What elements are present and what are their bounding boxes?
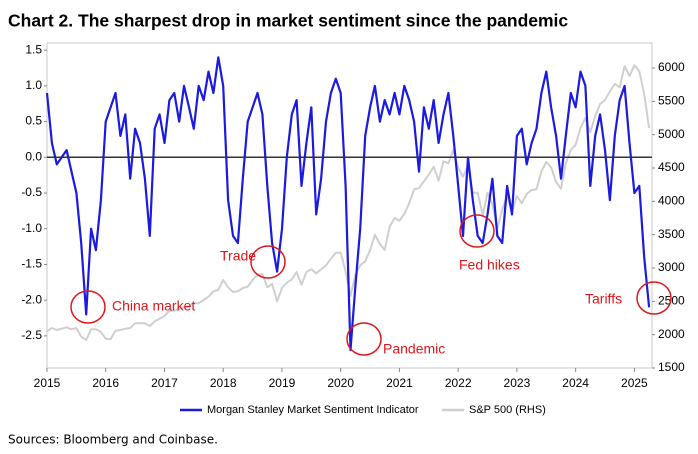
y-tick-label: 1.0 — [25, 78, 42, 92]
x-tick-label: 2020 — [327, 376, 354, 390]
series-line — [45, 56, 651, 352]
y2-tick-label: 1500 — [658, 360, 685, 374]
y2-tick-label: 3000 — [658, 260, 685, 274]
y2-tick-label: 5000 — [658, 127, 685, 141]
x-tick-label: 2015 — [34, 376, 61, 390]
x-tick-label: 2017 — [151, 376, 178, 390]
y2-tick-label: 5500 — [658, 94, 685, 108]
annotation: Trade — [220, 248, 256, 264]
y-tick-label: -1.5 — [21, 257, 42, 271]
legend-label: S&P 500 (RHS) — [469, 404, 546, 416]
y2-tick-label: 4500 — [658, 160, 685, 174]
y-tick-label: -0.5 — [21, 185, 42, 199]
x-tick-label: 2018 — [210, 376, 237, 390]
x-tick-label: 2022 — [445, 376, 472, 390]
annotation: Tariffs — [585, 291, 622, 307]
x-tick-label: 2025 — [621, 376, 648, 390]
y2-tick-label: 4000 — [658, 194, 685, 208]
annotation-circle — [346, 322, 382, 356]
plot-area — [46, 42, 653, 369]
y-tick-label: -1.0 — [21, 221, 42, 235]
y-tick-label: 0.0 — [25, 149, 42, 163]
x-tick-label: 2023 — [504, 376, 531, 390]
x-tick-label: 2019 — [269, 376, 296, 390]
y2-tick-label: 3500 — [658, 227, 685, 241]
annotation-circle — [250, 245, 286, 279]
y-tick-label: 0.5 — [25, 114, 42, 128]
annotation: China market — [112, 298, 195, 314]
chart-title: Chart 2. The sharpest drop in market sen… — [8, 11, 568, 31]
annotation: Fed hikes — [459, 257, 520, 273]
x-tick-label: 2024 — [562, 376, 589, 390]
annotation-circle — [459, 214, 495, 248]
y-tick-label: -2.0 — [21, 292, 42, 306]
source: Sources: Bloomberg and Coinbase. — [8, 433, 218, 447]
y2-tick-label: 2000 — [658, 327, 685, 341]
y-tick-label: -2.5 — [21, 328, 42, 342]
y-tick-label: 1.5 — [25, 42, 42, 56]
x-tick-label: 2021 — [386, 376, 413, 390]
legend-label: Morgan Stanley Market Sentiment Indicato… — [207, 404, 419, 416]
x-tick-label: 2016 — [92, 376, 119, 390]
annotation-circle — [70, 290, 106, 324]
annotation-circle — [636, 281, 672, 315]
annotation: Pandemic — [383, 341, 445, 357]
y2-tick-label: 6000 — [658, 60, 685, 74]
